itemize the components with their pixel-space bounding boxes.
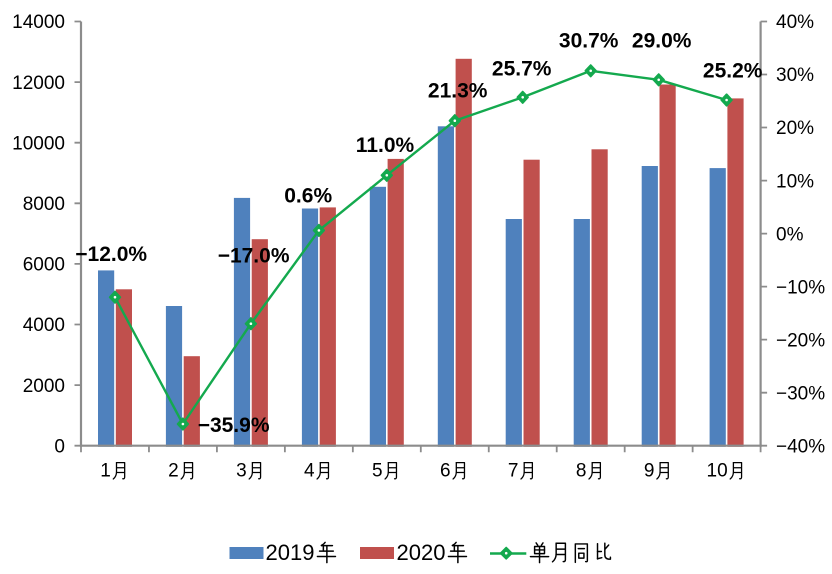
svg-text:0%: 0% <box>776 224 804 245</box>
svg-text:21.3%: 21.3% <box>428 79 488 102</box>
svg-text:0.6%: 0.6% <box>284 185 332 208</box>
svg-text:2000: 2000 <box>23 376 65 397</box>
svg-text:25.7%: 25.7% <box>492 58 552 81</box>
svg-text:1: 1 <box>100 461 111 482</box>
svg-text:6000: 6000 <box>23 255 65 276</box>
svg-text:7: 7 <box>508 461 519 482</box>
svg-text:−17.0%: −17.0% <box>218 245 290 268</box>
svg-text:2020: 2020 <box>397 540 446 565</box>
svg-text:2: 2 <box>168 461 179 482</box>
svg-text:4: 4 <box>304 461 315 482</box>
svg-text:−30%: −30% <box>776 383 825 404</box>
svg-text:25.2%: 25.2% <box>703 60 763 83</box>
svg-text:30.7%: 30.7% <box>559 29 619 52</box>
svg-text:30%: 30% <box>776 65 814 86</box>
svg-text:20%: 20% <box>776 118 814 139</box>
svg-text:8000: 8000 <box>23 194 65 215</box>
svg-text:8: 8 <box>576 461 587 482</box>
svg-text:10000: 10000 <box>12 133 65 154</box>
svg-text:−40%: −40% <box>776 436 825 457</box>
svg-text:40%: 40% <box>776 12 814 33</box>
svg-text:4000: 4000 <box>23 315 65 336</box>
svg-text:−12.0%: −12.0% <box>75 243 147 266</box>
svg-text:14000: 14000 <box>12 12 65 33</box>
svg-text:0: 0 <box>54 436 65 457</box>
svg-text:2019: 2019 <box>266 540 315 565</box>
svg-text:5: 5 <box>372 461 383 482</box>
svg-text:10%: 10% <box>776 171 814 192</box>
svg-text:11.0%: 11.0% <box>356 134 415 157</box>
svg-text:10: 10 <box>707 461 728 482</box>
svg-text:3: 3 <box>236 461 247 482</box>
svg-text:−20%: −20% <box>776 330 825 351</box>
svg-text:9: 9 <box>644 461 655 482</box>
svg-text:−35.9%: −35.9% <box>198 414 270 437</box>
svg-text:12000: 12000 <box>12 73 65 94</box>
svg-text:−10%: −10% <box>776 277 825 298</box>
svg-text:6: 6 <box>440 461 451 482</box>
svg-text:29.0%: 29.0% <box>632 29 692 52</box>
